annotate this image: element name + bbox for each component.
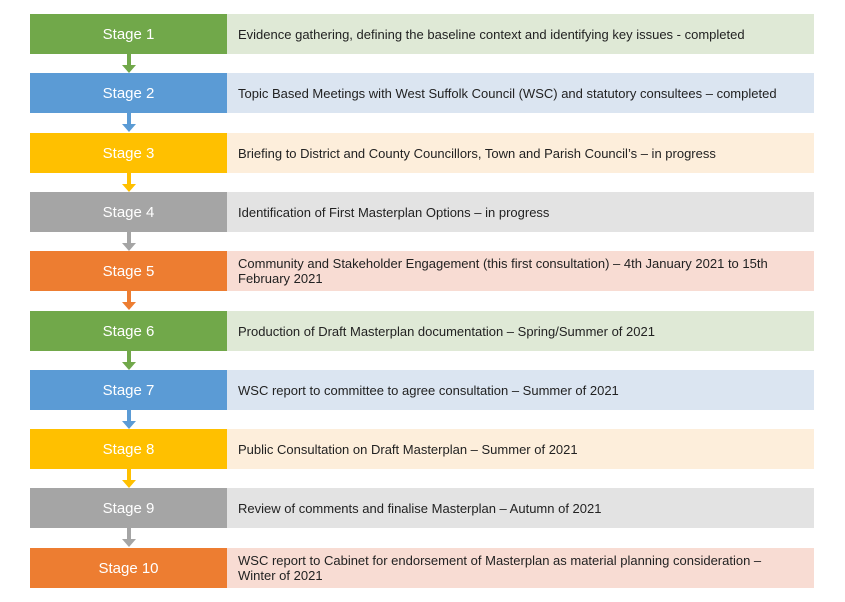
down-arrow-icon (122, 528, 136, 547)
stage-row: Stage 9 Review of comments and finalise M… (30, 488, 814, 528)
stage-label: Stage 4 (30, 192, 227, 232)
stage-label: Stage 6 (30, 311, 227, 351)
down-arrow-icon (122, 469, 136, 488)
stage-description: Identification of First Masterplan Optio… (227, 192, 814, 232)
stage-row: Stage 6 Production of Draft Masterplan do… (30, 311, 814, 351)
stage-label: Stage 8 (30, 429, 227, 469)
stage-label: Stage 5 (30, 251, 227, 291)
down-arrow-icon (122, 54, 136, 73)
stage-label: Stage 3 (30, 133, 227, 173)
stage-row: Stage 2 Topic Based Meetings with West Su… (30, 73, 814, 113)
stage-description: Community and Stakeholder Engagement (th… (227, 251, 814, 291)
down-arrow-icon (122, 173, 136, 192)
stage-description: Briefing to District and County Councill… (227, 133, 814, 173)
stage-label: Stage 9 (30, 488, 227, 528)
stage-description: Production of Draft Masterplan documenta… (227, 311, 814, 351)
stage-label: Stage 1 (30, 14, 227, 54)
down-arrow-icon (122, 291, 136, 310)
stage-description: Review of comments and finalise Masterpl… (227, 488, 814, 528)
stage-row: Stage 4 Identification of First Masterpla… (30, 192, 814, 232)
stage-row: Stage 1 Evidence gathering, defining the … (30, 14, 814, 54)
stage-description: Topic Based Meetings with West Suffolk C… (227, 73, 814, 113)
stage-label: Stage 2 (30, 73, 227, 113)
stage-row: Stage 3 Briefing to District and County C… (30, 133, 814, 173)
stage-label: Stage 7 (30, 370, 227, 410)
stage-row: Stage 5 Community and Stakeholder Engagem… (30, 251, 814, 291)
stage-description: Evidence gathering, defining the baselin… (227, 14, 814, 54)
stage-row: Stage 7 WSC report to committee to agree … (30, 370, 814, 410)
stage-description: WSC report to Cabinet for endorsement of… (227, 548, 814, 588)
stage-description: WSC report to committee to agree consult… (227, 370, 814, 410)
down-arrow-icon (122, 232, 136, 251)
stage-description: Public Consultation on Draft Masterplan … (227, 429, 814, 469)
stage-label: Stage 10 (30, 548, 227, 588)
down-arrow-icon (122, 113, 136, 132)
stage-row: Stage 10 WSC report to Cabinet for endors… (30, 548, 814, 588)
stage-row: Stage 8 Public Consultation on Draft Mast… (30, 429, 814, 469)
down-arrow-icon (122, 351, 136, 370)
down-arrow-icon (122, 410, 136, 429)
